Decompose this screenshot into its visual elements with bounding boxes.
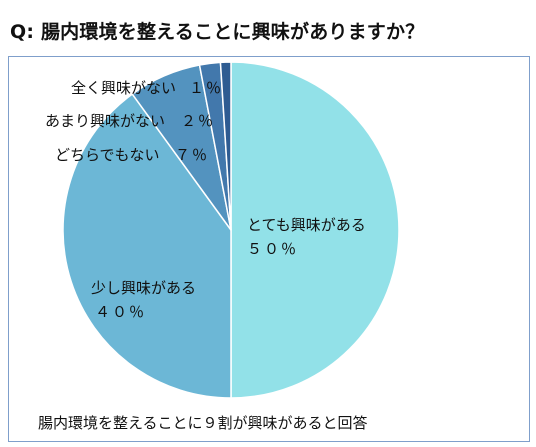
pie-slice-4 — [219, 61, 232, 231]
label-value-2: ７％ — [175, 146, 209, 164]
label-category-3: あまり興味がない — [45, 112, 165, 130]
pie-slice-0 — [230, 61, 400, 399]
label-value-0: ５０％ — [247, 240, 298, 258]
pie-chart: とても興味がある ５０％ 少し興味がある ４０％ どちらでもない ７％ あまり興… — [45, 61, 400, 399]
label-category-4: 全く興味がない — [71, 79, 176, 97]
label-value-3: ２％ — [181, 112, 215, 130]
chart-panel: とても興味がある ５０％ 少し興味がある ４０％ どちらでもない ７％ あまり興… — [8, 56, 530, 442]
pie-slices — [62, 61, 400, 399]
pie-slice-1 — [62, 93, 232, 399]
slice-labels: とても興味がある ５０％ 少し興味がある ４０％ どちらでもない ７％ あまり興… — [45, 79, 366, 321]
footnote: 腸内環境を整えることに９割が興味があると回答 — [38, 414, 368, 432]
label-category-2: どちらでもない — [55, 146, 160, 164]
label-category-1: 少し興味がある — [91, 279, 196, 297]
chart-title: Q: 腸内環境を整えることに興味がありますか？ — [10, 21, 425, 43]
label-value-1: ４０％ — [95, 303, 146, 321]
label-value-4: １％ — [189, 79, 223, 97]
label-category-0: とても興味がある — [247, 216, 366, 234]
